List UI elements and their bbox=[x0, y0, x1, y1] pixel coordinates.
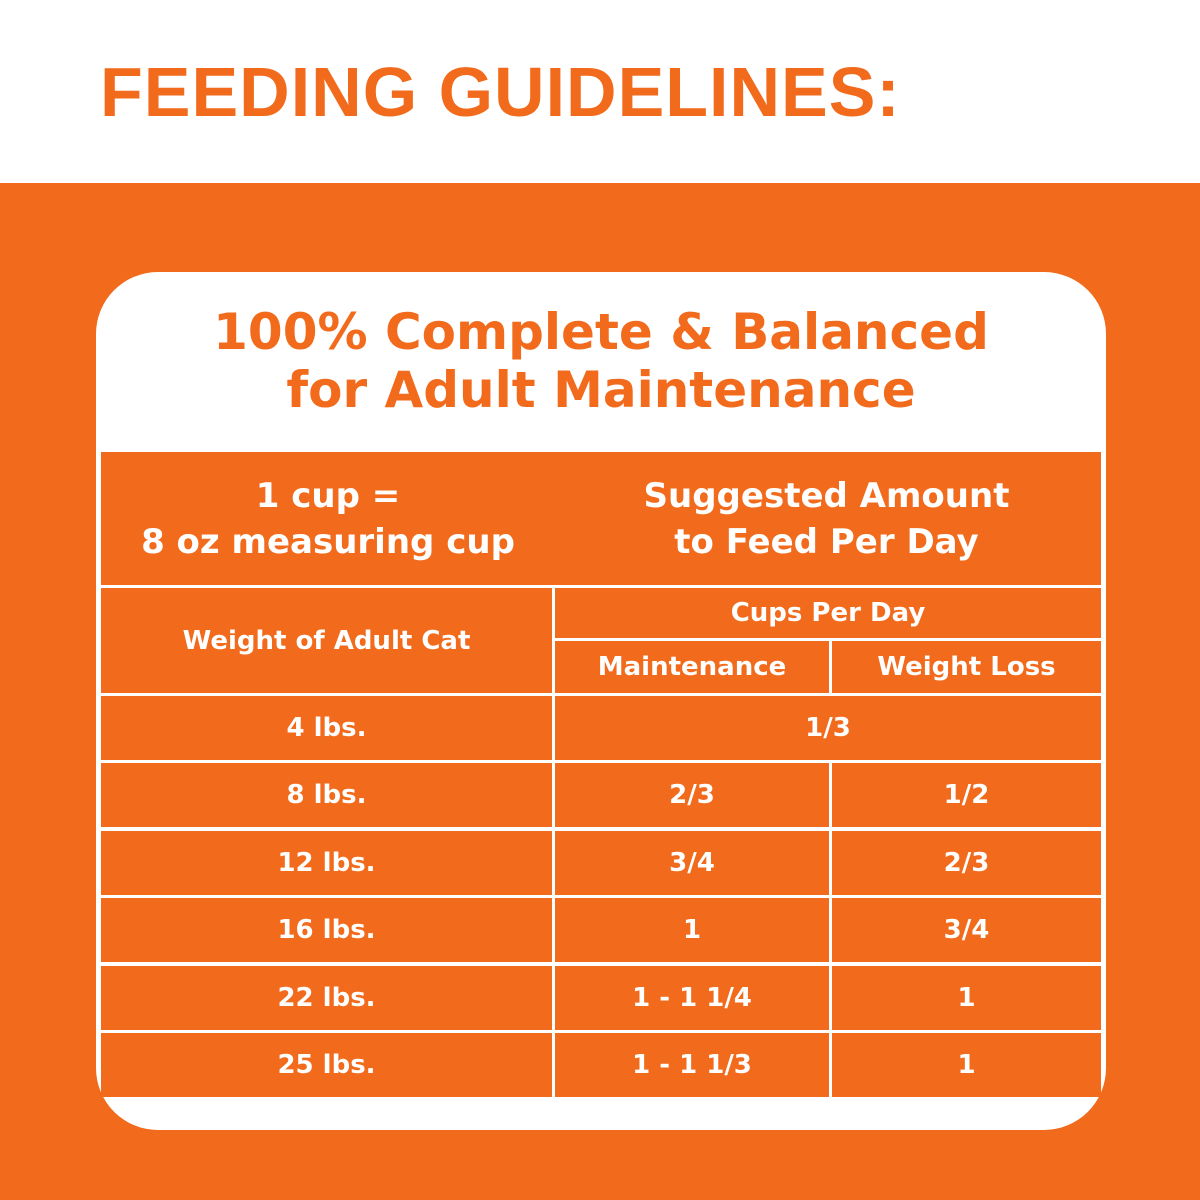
maintenance-header: Maintenance bbox=[555, 641, 829, 693]
weight-header: Weight of Adult Cat bbox=[101, 588, 552, 693]
weight-loss-cell-text: 3/4 bbox=[943, 915, 990, 946]
weight-cell-text: 8 lbs. bbox=[286, 780, 367, 811]
card-title: 100% Complete & Balanced for Adult Maint… bbox=[96, 303, 1106, 419]
maintenance-header-text: Maintenance bbox=[597, 652, 787, 682]
weight-cell: 22 lbs. bbox=[101, 965, 552, 1030]
weight-cell-text: 25 lbs. bbox=[277, 1050, 376, 1080]
card-title-line: for Adult Maintenance bbox=[286, 361, 916, 419]
weight-cell-text: 4 lbs. bbox=[286, 713, 367, 743]
weight-loss-header-text: Weight Loss bbox=[877, 652, 1056, 682]
note-cell: 1 cup = 8 oz measuring cup bbox=[101, 452, 555, 585]
weight-loss-cell: 1/2 bbox=[832, 763, 1101, 828]
maintenance-cell-text: 2/3 bbox=[669, 780, 715, 811]
weight-loss-cell: 1 bbox=[832, 1033, 1101, 1097]
weight-loss-cell-text: 1 bbox=[957, 1050, 976, 1080]
weight-loss-cell: 3/4 bbox=[832, 898, 1101, 963]
maintenance-cell-text: 1 - 1 1/4 bbox=[632, 982, 752, 1013]
card-title-line: 100% Complete & Balanced bbox=[213, 303, 989, 361]
heading-cell-text: to Feed Per Day bbox=[674, 521, 979, 562]
header-band bbox=[0, 0, 1200, 183]
weight-cell: 16 lbs. bbox=[101, 898, 552, 963]
note-cell-text: 8 oz measuring cup bbox=[141, 521, 515, 562]
maintenance-cell: 2/3 bbox=[555, 763, 829, 828]
weight-loss-cell-text: 2/3 bbox=[943, 847, 990, 878]
weight-cell-text: 16 lbs. bbox=[277, 915, 376, 946]
maintenance-cell: 1 - 1 1/4 bbox=[555, 965, 829, 1030]
weight-loss-header: Weight Loss bbox=[832, 641, 1101, 693]
weight-cell: 8 lbs. bbox=[101, 763, 552, 828]
weight-loss-cell: 2/3 bbox=[832, 830, 1101, 895]
maintenance-cell: 1 - 1 1/3 bbox=[555, 1033, 829, 1097]
amount-cell-text: 1/3 bbox=[805, 713, 851, 743]
page-title: FEEDING GUIDELINES: bbox=[100, 53, 901, 131]
weight-cell: 25 lbs. bbox=[101, 1033, 552, 1097]
weight-cell: 4 lbs. bbox=[101, 696, 552, 760]
cups-header-text: Cups Per Day bbox=[730, 598, 926, 628]
heading-cell: Suggested Amount to Feed Per Day bbox=[552, 452, 1101, 585]
weight-cell: 12 lbs. bbox=[101, 830, 552, 895]
cups-header: Cups Per Day bbox=[555, 588, 1101, 638]
note-cell-text: 1 cup = bbox=[255, 475, 401, 516]
heading-cell-text: Suggested Amount bbox=[643, 475, 1010, 516]
weight-loss-cell-text: 1 bbox=[957, 982, 976, 1013]
weight-cell-text: 22 lbs. bbox=[277, 982, 376, 1013]
weight-header-text: Weight of Adult Cat bbox=[182, 625, 471, 656]
maintenance-cell-text: 1 - 1 1/3 bbox=[632, 1050, 752, 1080]
maintenance-cell-text: 1 bbox=[682, 915, 702, 946]
weight-loss-cell: 1 bbox=[832, 965, 1101, 1030]
maintenance-cell-text: 3/4 bbox=[669, 847, 715, 878]
maintenance-cell: 3/4 bbox=[555, 830, 829, 895]
weight-cell-text: 12 lbs. bbox=[277, 847, 376, 878]
maintenance-cell: 1 bbox=[555, 898, 829, 963]
amount-cell: 1/3 bbox=[555, 696, 1101, 760]
weight-loss-cell-text: 1/2 bbox=[943, 780, 990, 811]
